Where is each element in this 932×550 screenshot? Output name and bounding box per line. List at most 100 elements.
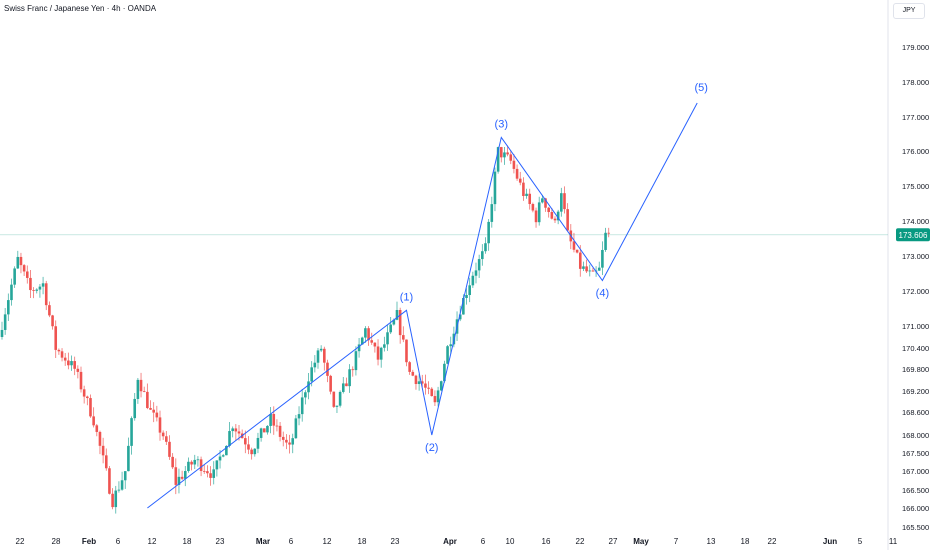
candle-body (398, 310, 402, 336)
candle-body (383, 344, 386, 348)
candle-body (357, 344, 361, 352)
price-tick-label: 174.000 (902, 217, 929, 226)
candle-body (395, 310, 399, 320)
candle-body (601, 249, 604, 268)
candle-body (41, 283, 45, 287)
candle-body (278, 425, 282, 437)
candle-body (477, 259, 481, 271)
price-tick-label: 167.000 (902, 467, 929, 476)
candle-body (209, 473, 212, 478)
candle-body (146, 391, 149, 409)
chart-title: Swiss Franc / Japanese Yen · 4h · OANDA (4, 4, 157, 13)
candle-body (10, 284, 13, 301)
time-tick-label: 13 (707, 537, 716, 546)
candle-body (234, 428, 238, 432)
wave-label: (1) (400, 291, 413, 303)
candle-body (496, 147, 500, 172)
price-tick-label: 171.000 (902, 322, 929, 331)
candle-body (259, 428, 263, 438)
candle-body (228, 431, 231, 446)
candle-body (550, 212, 554, 219)
candle-body (86, 396, 89, 399)
candle-body (313, 362, 317, 368)
candle-body (408, 362, 411, 372)
candle-body (177, 476, 181, 485)
candle-body (142, 391, 146, 393)
candle-body (300, 397, 304, 415)
candle-body (420, 381, 424, 384)
candle-body (439, 381, 443, 391)
wave-label: (5) (694, 82, 707, 94)
price-tick-label: 167.500 (902, 449, 929, 458)
candle-body (323, 348, 326, 363)
candle-body (484, 243, 487, 252)
time-tick-label: 22 (768, 537, 777, 546)
candle-body (335, 405, 339, 407)
candle-body (528, 193, 532, 205)
candle-body (202, 470, 206, 472)
candle-body (588, 270, 592, 272)
currency-button[interactable]: JPY (893, 3, 925, 19)
wave-label: (2) (425, 442, 438, 454)
candle-body (0, 329, 4, 337)
time-tick-label: 12 (148, 537, 157, 546)
time-tick-label: Mar (256, 537, 270, 546)
price-tick-label: 175.000 (902, 182, 929, 191)
candle-body (291, 438, 295, 445)
price-tick-label: 176.000 (902, 147, 929, 156)
candle-body (338, 391, 342, 406)
wave-label: (4) (596, 288, 609, 300)
candle-body (332, 391, 336, 407)
candle-body (60, 351, 64, 358)
time-tick-label: 27 (609, 537, 618, 546)
candle-body (57, 349, 61, 352)
candle-body (63, 357, 67, 361)
candle-body (51, 315, 54, 327)
candle-body (44, 283, 48, 306)
candle-body (104, 455, 108, 469)
candle-body (405, 339, 408, 363)
candle-body (218, 456, 222, 461)
candle-body (256, 437, 260, 449)
candle-body (152, 409, 155, 413)
time-tick-label: 10 (506, 537, 515, 546)
candle-body (553, 218, 557, 221)
candle-body (424, 383, 427, 388)
candle-body (22, 265, 26, 272)
candle-body (468, 285, 471, 296)
candle-body (13, 268, 16, 285)
candle-body (266, 425, 269, 433)
price-tick-label: 172.000 (902, 287, 929, 296)
candle-body (326, 362, 329, 376)
candle-body (329, 375, 332, 392)
candle-body (310, 367, 313, 382)
candle-body (304, 392, 307, 398)
candle-body (262, 428, 266, 433)
time-tick-label: 22 (576, 537, 585, 546)
time-tick-label: 28 (52, 537, 61, 546)
candle-body (139, 379, 143, 392)
time-tick-label: 18 (183, 537, 192, 546)
candle-body (458, 314, 462, 320)
candle-body (471, 275, 475, 286)
candle-body (196, 459, 200, 461)
candle-body (117, 489, 121, 491)
candle-body (474, 270, 478, 276)
candle-body (446, 346, 449, 364)
candle-body (79, 371, 83, 390)
candle-body (544, 198, 547, 208)
candle-body (465, 295, 468, 299)
candle-body (534, 210, 538, 223)
time-tick-label: 23 (391, 537, 400, 546)
price-tick-label: 165.500 (902, 523, 929, 532)
candle-body (541, 198, 544, 203)
candle-body (319, 348, 323, 351)
candle-body (367, 328, 370, 341)
candle-body (411, 371, 415, 376)
candle-body (515, 168, 519, 179)
candle-body (373, 342, 377, 347)
candle-body (379, 347, 383, 360)
candle-body (92, 416, 95, 426)
time-tick-label: 6 (116, 537, 121, 546)
